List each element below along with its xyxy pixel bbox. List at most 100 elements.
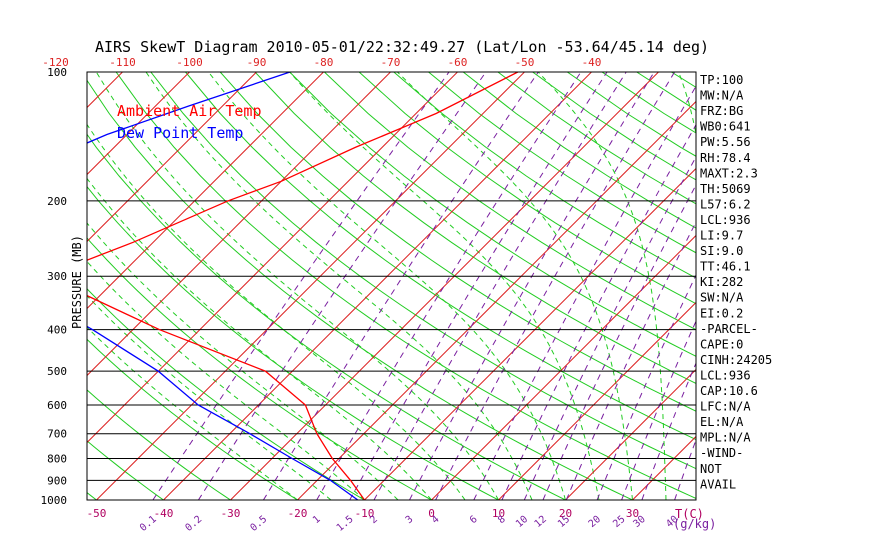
side-panel-stat: -PARCEL- [700, 322, 758, 336]
dry-adiabat-line [87, 288, 365, 500]
mixing-ratio-line [262, 72, 539, 500]
top-temp-tick-label: -120 [42, 56, 69, 69]
side-panel-stat: SW:N/A [700, 291, 744, 305]
dry-adiabat-line [776, 72, 870, 500]
legend-dew-point-temp: Dew Point Temp [117, 124, 243, 142]
moist-adiabat-line [87, 326, 298, 500]
dry-adiabat-line [87, 389, 231, 500]
side-panel-stat: TP:100 [700, 73, 743, 87]
mixing-ratio-line [349, 72, 608, 500]
moist-adiabat-line [95, 72, 499, 500]
side-panel-stat: L57:6.2 [700, 197, 751, 211]
mixing-ratio-line [501, 123, 696, 500]
isotherm-line [498, 301, 696, 500]
plot-frame [86, 71, 697, 501]
side-panel-stat: WB0:641 [700, 120, 751, 134]
top-temp-tick-label: -40 [582, 56, 602, 69]
top-temp-tick-label: -70 [381, 56, 401, 69]
pressure-tick-label: 800 [47, 453, 67, 466]
mixing-ratio-tick-label: 20 [587, 514, 603, 530]
dry-adiabat-line [87, 185, 499, 500]
bottom-temp-tick-label: 10 [492, 507, 505, 520]
bottom-temp-tick-label: -30 [221, 507, 241, 520]
mixing-ratio-tick-label: 1.5 [335, 514, 356, 534]
dry-adiabat-line [254, 72, 696, 385]
pressure-tick-label: 900 [47, 474, 67, 487]
side-panel-stat: CAPE:0 [700, 337, 743, 351]
side-panel-stat: MAXT:2.3 [700, 166, 758, 180]
bottom-temp-tick-label: 30 [626, 507, 639, 520]
bottom-temp-tick-label: -40 [154, 507, 174, 520]
top-temp-tick-label: -90 [247, 56, 267, 69]
bottom-temp-tick-label: 20 [559, 507, 572, 520]
mixing-ratio-line [152, 72, 450, 500]
dry-adiabat-line [87, 133, 566, 500]
isotherm-line [87, 72, 458, 444]
side-panel-stat: MW:N/A [700, 89, 744, 103]
isotherm-line [767, 72, 870, 500]
mixing-ratio-line [473, 85, 696, 500]
y-axis-label: PRESSURE (MB) [70, 235, 84, 329]
isotherm-line [834, 72, 870, 500]
pressure-tick-label: 600 [47, 399, 67, 412]
mixing-ratio-line [409, 72, 655, 500]
bottom-temp-tick-label: 0 [428, 507, 435, 520]
dry-adiabat-line [87, 237, 432, 500]
side-panel-stat: KI:282 [700, 275, 743, 289]
side-panel-stat: SI:9.0 [700, 244, 743, 258]
dry-adiabat-line [87, 79, 633, 500]
moist-adiabat-line [537, 72, 667, 500]
side-panel-stat: LFC:N/A [700, 400, 751, 414]
mixing-ratio-tick-label: 8 [496, 514, 508, 526]
temp-axis-unit: T(C) [675, 507, 704, 521]
mixing-ratio-unit: (g/kg) [673, 517, 716, 531]
mixing-ratio-line [523, 155, 696, 500]
bottom-temp-tick-label: -20 [288, 507, 308, 520]
pressure-tick-label: 100 [47, 66, 67, 79]
mixing-ratio-tick-label: 4 [430, 514, 442, 526]
mixing-ratio-tick-label: 6 [468, 514, 480, 526]
dry-adiabat-line [636, 72, 696, 111]
side-panel-stat: EL:N/A [700, 415, 744, 429]
isotherm-line [565, 368, 696, 500]
top-temp-tick-label: -50 [515, 56, 535, 69]
pressure-tick-label: 300 [47, 270, 67, 283]
mixing-ratio-line [565, 221, 696, 500]
dry-adiabat-line [115, 72, 696, 499]
dry-adiabat-line [0, 72, 30, 500]
top-temp-tick-label: -110 [109, 56, 136, 69]
dry-adiabat-line [185, 72, 696, 441]
pressure-tick-label: 400 [47, 324, 67, 337]
dry-adiabat-line [393, 72, 696, 279]
moist-adiabat-line [87, 260, 365, 500]
mixing-ratio-line [435, 72, 676, 500]
side-panel-stat: EI:0.2 [700, 306, 743, 320]
chart-title: AIRS SkewT Diagram 2010-05-01/22:32:49.2… [95, 38, 709, 56]
mixing-ratio-line [373, 72, 627, 500]
side-panel-stat: CINH:24205 [700, 353, 772, 367]
dry-adiabat-line [150, 72, 696, 470]
bottom-temp-tick-label: -10 [355, 507, 375, 520]
pressure-tick-label: 500 [47, 365, 67, 378]
isotherm-line [364, 167, 696, 500]
ambient-air-temp-line [87, 72, 519, 500]
side-panel-stat: AVAIL [700, 477, 736, 491]
isotherm-line [87, 72, 391, 377]
isotherm-line [297, 100, 696, 500]
dry-adiabat-line [289, 72, 696, 357]
side-panel-stat: FRZ:BG [700, 104, 743, 118]
dry-adiabat-line [324, 72, 696, 331]
isotherm-line [163, 72, 592, 500]
mixing-ratio-line [316, 72, 582, 500]
isotherm-line [632, 435, 696, 500]
dry-adiabat-line [87, 440, 164, 500]
bottom-temp-tick-label: -50 [87, 507, 107, 520]
mixing-ratio-tick-label: 10 [514, 514, 530, 530]
isotherm-line [431, 234, 696, 500]
pressure-tick-label: 1000 [41, 494, 68, 507]
isotherm-line [87, 72, 190, 176]
side-panel-stat: LI:9.7 [700, 229, 743, 243]
top-temp-tick-label: -100 [176, 56, 203, 69]
dry-adiabat-line [428, 72, 696, 254]
